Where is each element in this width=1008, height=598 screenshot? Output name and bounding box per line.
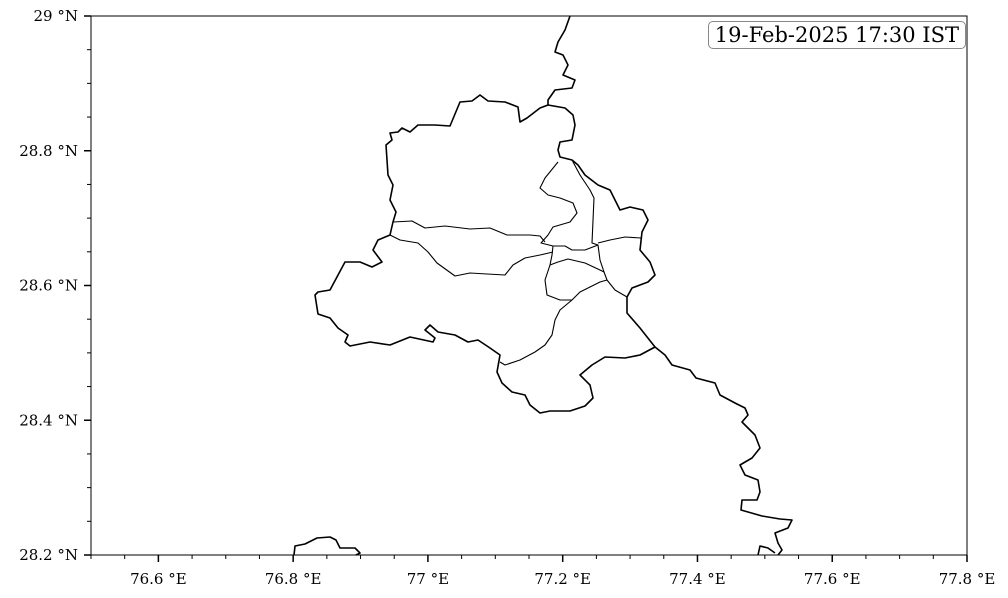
y-tick-label: 29 °N xyxy=(34,7,78,25)
district-line xyxy=(389,234,554,277)
district-boundaries xyxy=(293,15,793,556)
y-tick-label: 28.4 °N xyxy=(19,411,78,429)
delhi-outer-boundary xyxy=(314,94,656,414)
district-line xyxy=(549,258,605,273)
y-tick-label: 28.8 °N xyxy=(19,142,78,160)
x-tick-label: 76.6 °E xyxy=(130,570,187,588)
yamuna-north xyxy=(547,15,576,105)
x-tick-label: 77.6 °E xyxy=(804,570,861,588)
axis-ticks: 76.6 °E 76.8 °E 77 °E 77.2 °E 77.4 °E 77.6 °E… xyxy=(19,7,995,588)
district-line xyxy=(499,299,573,366)
x-tick-label: 76.8 °E xyxy=(265,570,322,588)
y-tick-label: 28.2 °N xyxy=(19,546,78,564)
district-line xyxy=(597,236,642,244)
y-tick-label: 28.6 °N xyxy=(19,277,78,295)
boundary-fragment-se xyxy=(757,545,776,556)
district-line xyxy=(392,220,546,243)
district-line xyxy=(544,245,608,301)
district-line xyxy=(539,161,599,251)
timestamp-label: 19-Feb-2025 17:30 IST xyxy=(707,21,966,49)
x-tick-label: 77.8 °E xyxy=(939,570,996,588)
x-tick-label: 77.4 °E xyxy=(669,570,726,588)
plot-frame xyxy=(90,15,968,556)
x-tick-label: 77.2 °E xyxy=(534,570,591,588)
boundary-fragment-sw xyxy=(293,536,361,556)
district-line xyxy=(571,159,628,298)
x-tick-label: 77 °E xyxy=(407,570,449,588)
yamuna-south xyxy=(654,346,793,556)
